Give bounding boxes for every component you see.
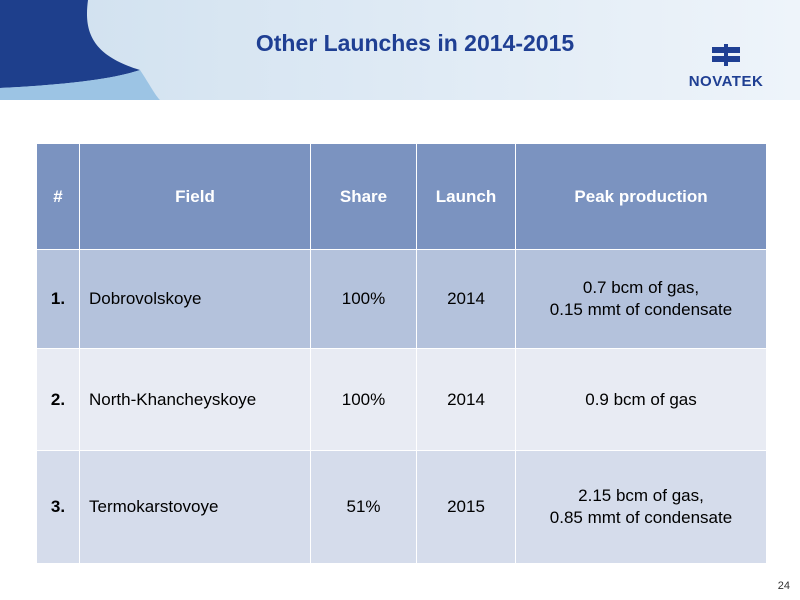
table-cell: 2.15 bcm of gas, 0.85 mmt of condensate xyxy=(515,450,767,564)
table-cell: Dobrovolskoye xyxy=(79,249,311,349)
table-cell: 51% xyxy=(310,450,417,564)
data-table: # Field Share Launch Peak production 1. Dobro… xyxy=(36,143,767,564)
table-row: 3. Termokarstovoye 51% 2015 2.15 bcm of gas,… xyxy=(36,450,767,564)
column-header: Launch xyxy=(416,143,516,250)
table-cell: 100% xyxy=(310,249,417,349)
slide-title: Other Launches in 2014-2015 xyxy=(255,30,575,56)
table-cell: 2014 xyxy=(416,249,516,349)
column-header: Field xyxy=(79,143,311,250)
table-cell: 0.9 bcm of gas xyxy=(515,348,767,451)
table-cell: North-Khancheyskoye xyxy=(79,348,311,451)
table-cell: 100% xyxy=(310,348,417,451)
logo: NOVATEK xyxy=(676,44,776,90)
table-cell: Termokarstovoye xyxy=(79,450,311,564)
column-header: # xyxy=(36,143,80,250)
table-row: 2. North-Khancheyskoye 100% 2014 0.9 bcm of … xyxy=(36,348,767,451)
table-cell: 2015 xyxy=(416,450,516,564)
column-header: Peak production xyxy=(515,143,767,250)
column-header: Share xyxy=(310,143,417,250)
cell-line: 0.9 bcm of gas xyxy=(585,389,697,409)
cell-line: 0.85 mmt of condensate xyxy=(549,508,733,527)
cell-line: 0.7 bcm of gas, xyxy=(582,278,700,297)
header-row: # Field Share Launch Peak production xyxy=(36,143,767,250)
page-number: 24 xyxy=(777,580,790,592)
table-cell: 2014 xyxy=(416,348,516,451)
logo-text: NOVATEK xyxy=(688,73,764,90)
header-band xyxy=(0,0,800,100)
cell-line: 0.15 mmt of condensate xyxy=(549,300,733,319)
table-cell: 2. xyxy=(36,348,80,451)
table-row: 1. Dobrovolskoye 100% 2014 0.7 bcm of gas, 0.… xyxy=(36,249,767,349)
cell-line: 2.15 bcm of gas, xyxy=(578,486,704,505)
table-cell: 3. xyxy=(36,450,80,564)
logo-icon xyxy=(712,44,740,66)
table-cell: 1. xyxy=(36,249,80,349)
table-cell: 0.7 bcm of gas, 0.15 mmt of condensate xyxy=(515,249,767,349)
